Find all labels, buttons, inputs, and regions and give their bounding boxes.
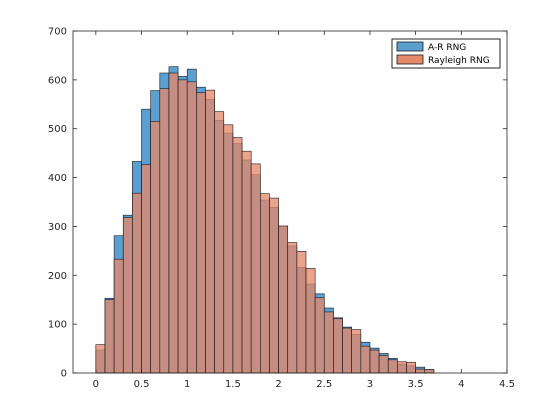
bar-rayleigh-rng-18: [260, 193, 270, 374]
bar-rayleigh-rng-19: [269, 197, 279, 374]
bar-rayleigh-rng-8: [168, 72, 179, 374]
x-tick-label: 4.5: [499, 379, 515, 390]
bar-rayleigh-rng-10: [186, 81, 197, 374]
bar-rayleigh-rng-11: [196, 92, 206, 374]
legend-label-rayleigh-rng: Rayleigh RNG: [428, 56, 490, 66]
y-tick-label: 200: [48, 271, 67, 282]
bar-rayleigh-rng-35: [415, 368, 426, 374]
bar-rayleigh-rng-14: [223, 124, 234, 374]
y-tick-label: 300: [48, 222, 67, 233]
legend-label-ar-rng: A-R RNG: [428, 43, 466, 53]
bar-rayleigh-rng-34: [406, 361, 416, 374]
y-tick-label: 0: [61, 369, 67, 380]
y-tick-label: 700: [48, 27, 67, 38]
y-tick-label: 500: [48, 124, 67, 135]
axes-box: [72, 30, 508, 374]
bar-rayleigh-rng-0: [95, 344, 106, 374]
bar-rayleigh-rng-26: [333, 318, 343, 374]
x-tick-label: 2: [275, 379, 281, 390]
x-tick-label: 2.5: [316, 379, 332, 390]
x-tick-label: 1.5: [225, 379, 241, 390]
bar-rayleigh-rng-13: [214, 111, 225, 374]
bar-rayleigh-rng-28: [351, 329, 362, 374]
bar-rayleigh-rng-30: [369, 349, 380, 374]
series-rayleigh-rng: [95, 72, 435, 374]
x-tick-label: 1: [184, 379, 190, 390]
bar-rayleigh-rng-36: [424, 369, 435, 374]
bar-rayleigh-rng-16: [241, 150, 252, 374]
axes: 0 0.5 1 1.5 2 2.5 3 3.5 4 4.5 0 100 200 300 400 500 600 7…: [48, 27, 515, 391]
bar-rayleigh-rng-31: [378, 355, 389, 374]
bar-rayleigh-rng-29: [360, 345, 371, 374]
bar-rayleigh-rng-17: [250, 163, 261, 374]
bar-rayleigh-rng-12: [205, 89, 215, 374]
bar-rayleigh-rng-3: [122, 217, 133, 374]
bar-rayleigh-rng-9: [177, 79, 188, 374]
bar-rayleigh-rng-2: [113, 258, 124, 374]
y-tick-label: 600: [48, 75, 67, 86]
bar-rayleigh-rng-5: [141, 164, 151, 374]
bar-rayleigh-rng-23: [305, 268, 316, 374]
bar-rayleigh-rng-1: [104, 299, 115, 374]
bar-rayleigh-rng-4: [132, 192, 142, 374]
x-tick-label: 4: [458, 379, 464, 390]
bar-rayleigh-rng-24: [314, 297, 325, 374]
x-tick-label: 3: [367, 379, 373, 390]
x-tick-label: 0: [93, 379, 99, 390]
bar-rayleigh-rng-6: [150, 121, 161, 374]
legend: A-R RNG Rayleigh RNG: [391, 38, 501, 69]
y-tick-label: 100: [48, 320, 67, 331]
bar-rayleigh-rng-15: [232, 137, 243, 374]
bar-rayleigh-rng-32: [387, 359, 398, 374]
bar-rayleigh-rng-20: [278, 225, 289, 374]
y-tick-label: 400: [48, 173, 67, 184]
legend-swatch-ar-rng: [396, 41, 424, 52]
bar-rayleigh-rng-33: [397, 361, 407, 374]
legend-swatch-rayleigh-rng: [396, 54, 424, 65]
bar-rayleigh-rng-21: [287, 242, 298, 374]
x-tick-label: 0.5: [134, 379, 150, 390]
bar-rayleigh-rng-25: [323, 311, 334, 374]
bar-rayleigh-rng-27: [342, 327, 352, 374]
x-tick-label: 3.5: [408, 379, 424, 390]
bar-rayleigh-rng-7: [159, 88, 170, 374]
bar-rayleigh-rng-22: [296, 251, 307, 374]
